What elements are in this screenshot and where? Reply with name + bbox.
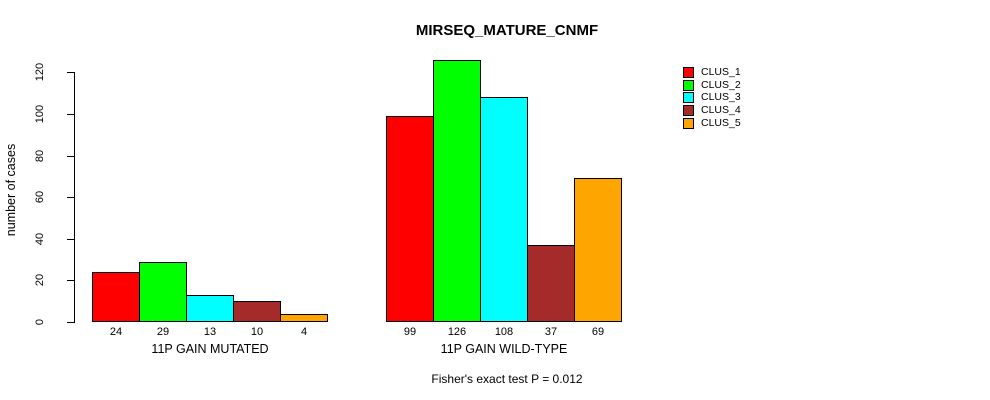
y-tick [67,280,74,281]
bar-value-label: 99 [403,326,417,338]
bar-value-label: 108 [494,326,514,338]
y-axis-line [74,72,75,323]
bar-clus-4 [233,301,281,322]
y-tick-label: 80 [34,149,46,163]
legend-label: CLUS_1 [701,65,741,78]
y-tick [67,239,74,240]
y-tick [67,197,74,198]
legend-swatch-icon [683,92,694,104]
y-tick [67,114,74,115]
bar-clus-1 [386,116,434,322]
bar-clus-2 [433,60,481,322]
annotation-fishers-test: Fisher's exact test P = 0.012 [431,372,583,386]
bar-clus-3 [480,97,528,322]
y-tick-label: 40 [34,232,46,246]
legend-swatch-icon [683,79,694,91]
bar-value-label: 69 [591,326,605,338]
bar-clus-3 [186,295,234,322]
bar-clus-4 [527,245,575,322]
category-label: 11P GAIN WILD-TYPE [440,342,568,356]
legend-swatch-icon [683,66,694,78]
legend-label: CLUS_3 [701,91,741,104]
bar-value-label: 126 [447,326,467,338]
bar-value-label: 13 [203,326,217,338]
bar-clus-2 [139,262,187,322]
legend-item-clus-1: CLUS_1 [683,66,741,79]
legend-item-clus-5: CLUS_5 [683,117,741,130]
bar-value-label: 29 [156,326,170,338]
y-axis-label: number of cases [4,143,18,237]
y-tick-label: 100 [34,104,46,124]
bar-clus-5 [280,314,328,322]
legend-swatch-icon [683,118,694,130]
bar-clus-1 [92,272,140,322]
legend-label: CLUS_4 [701,104,741,117]
legend-label: CLUS_5 [701,117,741,130]
y-tick-label: 0 [34,318,46,326]
legend-item-clus-2: CLUS_2 [683,79,741,92]
legend-item-clus-4: CLUS_4 [683,104,741,117]
legend-label: CLUS_2 [701,78,741,91]
y-tick [67,72,74,73]
bar-value-label: 37 [544,326,558,338]
bar-clus-5 [574,178,622,322]
y-tick-label: 20 [34,273,46,287]
legend-swatch-icon [683,105,694,117]
category-label: 11P GAIN MUTATED [151,342,269,356]
bar-value-label: 4 [300,326,308,338]
bar-value-label: 10 [250,326,264,338]
legend: CLUS_1 CLUS_2 CLUS_3 CLUS_4 CLUS_5 [683,66,741,130]
legend-item-clus-3: CLUS_3 [683,92,741,105]
chart-title: MIRSEQ_MATURE_CNMF [415,22,599,39]
y-tick-label: 60 [34,190,46,204]
y-tick [67,322,74,323]
y-tick-label: 120 [34,62,46,82]
bar-value-label: 24 [109,326,123,338]
y-tick [67,156,74,157]
